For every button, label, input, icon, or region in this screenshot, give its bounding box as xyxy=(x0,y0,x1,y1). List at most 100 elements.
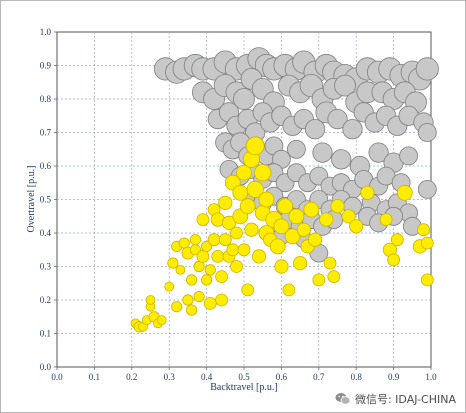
yellow-data-point xyxy=(215,293,229,307)
yellow-data-point xyxy=(241,283,255,297)
yellow-data-point xyxy=(201,274,213,286)
yellow-data-point xyxy=(171,301,183,313)
yellow-data-point xyxy=(186,304,198,316)
gray-data-point xyxy=(304,119,326,140)
y-tick-label: 0.7 xyxy=(40,128,52,138)
tick-labels: 0.0 0.1 0.2 0.3 0.4 0.5 0.6 0.7 0.8 0.9 1.0 0.0 0.1 0… xyxy=(40,27,437,382)
yellow-data-point xyxy=(239,198,256,215)
yellow-data-point xyxy=(274,259,289,274)
yellow-data-point xyxy=(277,198,294,215)
yellow-data-point xyxy=(319,212,334,227)
x-tick-label: 0.9 xyxy=(388,372,400,382)
yellow-data-point xyxy=(246,180,264,198)
gray-data-point xyxy=(334,74,356,97)
yellow-data-point xyxy=(221,215,237,230)
yellow-data-point xyxy=(203,296,217,310)
x-tick-label: 0.3 xyxy=(164,372,176,382)
gray-data-point xyxy=(415,57,439,81)
y-tick-label: 0.0 xyxy=(40,362,52,372)
gray-data-point xyxy=(368,142,389,163)
yellow-data-point xyxy=(273,218,290,235)
yellow-data-point xyxy=(379,213,393,227)
yellow-data-point xyxy=(204,264,216,276)
yellow-data-point xyxy=(417,223,430,237)
yellow-data-point xyxy=(258,191,275,208)
x-tick-label: 0.4 xyxy=(201,372,213,382)
y-tick-label: 0.5 xyxy=(40,195,52,205)
yellow-data-point xyxy=(296,222,311,237)
gray-data-point xyxy=(417,123,437,142)
wechat-icon xyxy=(335,392,351,406)
gray-data-point xyxy=(342,119,363,140)
x-tick-label: 1.0 xyxy=(425,372,437,382)
yellow-data-point xyxy=(207,233,221,247)
yellow-data-point xyxy=(244,222,259,237)
yellow-data-point xyxy=(218,233,232,247)
yellow-data-point xyxy=(269,238,286,255)
yellow-data-point xyxy=(254,164,272,182)
yellow-data-point xyxy=(288,208,305,225)
yellow-data-point xyxy=(284,228,301,245)
yellow-data-point xyxy=(251,249,267,264)
yellow-data-point xyxy=(189,234,201,246)
yellow-data-point xyxy=(420,273,434,287)
yellow-data-point xyxy=(245,136,265,156)
x-tick-label: 0.8 xyxy=(351,372,363,382)
gray-data-point xyxy=(331,149,352,170)
yellow-data-point xyxy=(182,294,194,306)
yellow-data-point xyxy=(387,253,401,267)
yellow-data-point xyxy=(156,315,167,326)
yellow-data-point xyxy=(226,243,240,257)
yellow-data-point xyxy=(323,256,337,270)
yellow-data-point xyxy=(232,184,249,201)
yellow-data-point xyxy=(282,283,296,297)
yellow-data-point xyxy=(390,233,404,247)
yellow-data-point xyxy=(145,295,156,305)
yellow-data-point xyxy=(164,281,175,292)
yellow-data-point xyxy=(186,274,198,286)
yellow-data-point xyxy=(215,270,229,284)
yellow-data-point xyxy=(236,164,252,181)
y-tick-label: 0.1 xyxy=(40,329,51,339)
data-points xyxy=(130,47,439,333)
yellow-data-point xyxy=(193,260,205,273)
yellow-data-point xyxy=(420,236,434,250)
y-tick-label: 0.6 xyxy=(40,161,52,171)
y-tick-label: 1.0 xyxy=(40,27,52,37)
gray-data-point xyxy=(399,146,419,166)
watermark: 微信号: IDAJ-CHINA xyxy=(331,390,459,408)
x-tick-label: 0.2 xyxy=(126,372,137,382)
gray-data-point xyxy=(327,109,348,130)
y-axis-label: Overtravel [p.u.] xyxy=(26,166,37,233)
gray-data-point xyxy=(286,139,306,159)
yellow-data-point xyxy=(211,249,225,263)
yellow-data-point xyxy=(307,232,323,247)
yellow-data-point xyxy=(360,185,375,200)
yellow-data-point xyxy=(327,270,341,284)
x-tick-label: 0.6 xyxy=(276,372,288,382)
yellow-data-point xyxy=(230,260,243,273)
x-tick-label: 0.7 xyxy=(313,372,325,382)
y-tick-label: 0.4 xyxy=(40,228,52,238)
gray-data-point xyxy=(417,179,437,199)
yellow-data-point xyxy=(196,249,210,263)
yellow-data-point xyxy=(303,201,320,218)
x-tick-label: 0.5 xyxy=(238,372,250,382)
gray-data-point xyxy=(312,142,333,163)
yellow-data-point xyxy=(312,273,326,287)
x-tick-label: 0.0 xyxy=(51,372,63,382)
y-tick-label: 0.2 xyxy=(40,295,51,305)
y-tick-label: 0.3 xyxy=(40,262,52,272)
yellow-data-point xyxy=(193,290,205,303)
yellow-data-point xyxy=(230,226,243,240)
x-tick-label: 0.1 xyxy=(89,372,100,382)
yellow-data-point xyxy=(396,184,413,201)
yellow-data-point xyxy=(167,257,179,269)
y-tick-label: 0.8 xyxy=(40,94,52,104)
yellow-data-point xyxy=(330,199,345,214)
yellow-data-point xyxy=(341,209,356,224)
grid-lines xyxy=(54,31,432,370)
yellow-data-point xyxy=(237,243,251,257)
yellow-data-point xyxy=(196,213,210,227)
